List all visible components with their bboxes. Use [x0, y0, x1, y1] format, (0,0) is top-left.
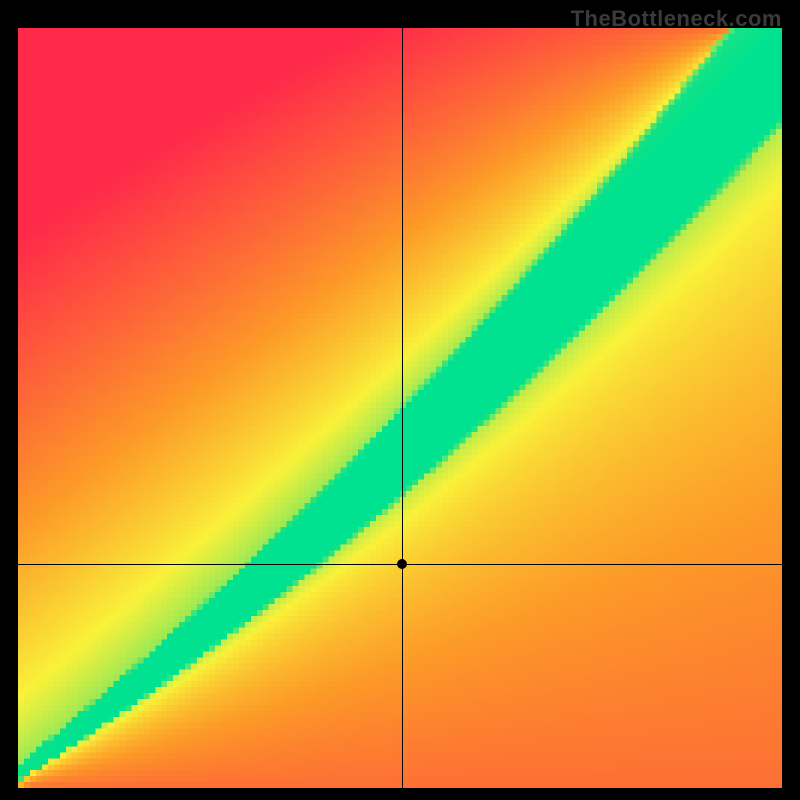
- plot-area: [18, 28, 782, 788]
- marker-dot: [397, 559, 407, 569]
- figure-container: TheBottleneck.com: [0, 0, 800, 800]
- heatmap-canvas: [18, 28, 782, 788]
- crosshair-vertical: [402, 28, 403, 788]
